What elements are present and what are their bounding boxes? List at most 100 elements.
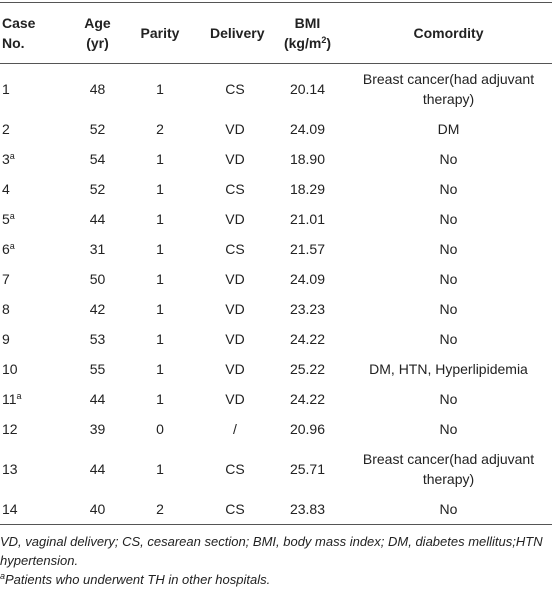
- table-cell: No: [345, 144, 552, 174]
- note-text: Patients who underwent TH in other hospi…: [5, 572, 271, 587]
- case-cell: 11a: [0, 384, 75, 414]
- cell-text: 23.83: [289, 501, 326, 517]
- table-cell: CS: [200, 234, 270, 264]
- table-cell: 52: [75, 114, 120, 144]
- cell-text: No: [439, 271, 458, 287]
- case-cell: 8: [0, 294, 75, 324]
- table-cell: 53: [75, 324, 120, 354]
- case-cell: 3a: [0, 144, 75, 174]
- cell-text: 0: [156, 421, 164, 437]
- table-cell: 2: [120, 114, 200, 144]
- case-cell: 9: [0, 324, 75, 354]
- table-cell: No: [345, 384, 552, 414]
- cell-text: 20.96: [289, 421, 326, 437]
- table-cell: 52: [75, 174, 120, 204]
- table-cell: 54: [75, 144, 120, 174]
- cell-text: VD: [225, 361, 245, 377]
- cell-text: VD: [225, 121, 245, 137]
- table-cell: Breast cancer(had adjuvant therapy): [345, 64, 552, 115]
- case-cell: 6a: [0, 234, 75, 264]
- case-number: 1: [2, 81, 10, 97]
- table-cell: 24.22: [270, 324, 345, 354]
- header-cell: Age (yr): [75, 2, 120, 64]
- table-cell: 42: [75, 294, 120, 324]
- header-text: Parity: [140, 25, 180, 41]
- table-cell: No: [345, 324, 552, 354]
- cell-text: 2: [156, 121, 164, 137]
- table-row: 7 50 1 VD 24.09 No: [0, 264, 552, 294]
- cell-text: 24.09: [289, 271, 326, 287]
- table-row: 6a 31 1 CS 21.57 No: [0, 234, 552, 264]
- cell-text: CS: [225, 241, 245, 257]
- table-cell: 1: [120, 384, 200, 414]
- cell-text: 1: [156, 181, 164, 197]
- case-number: 14: [2, 501, 18, 517]
- cell-text: DM, HTN, Hyperlipidemia: [369, 361, 528, 377]
- table-row: 9 53 1 VD 24.22 No: [0, 324, 552, 354]
- table-cell: 44: [75, 204, 120, 234]
- table-cell: 21.01: [270, 204, 345, 234]
- cell-text: 52: [89, 121, 106, 137]
- cell-text: 1: [156, 81, 164, 97]
- cell-text: 1: [156, 301, 164, 317]
- table-cell: No: [345, 494, 552, 525]
- cell-text: 18.29: [289, 181, 326, 197]
- table-cell: 48: [75, 64, 120, 115]
- cell-text: 31: [89, 241, 106, 257]
- header-text: Comordity: [413, 25, 484, 41]
- case-cell: 13: [0, 444, 75, 494]
- table-row: 1 48 1 CS 20.14 Breast cancer(had adjuvant th…: [0, 64, 552, 115]
- header-cell: Comordity: [345, 2, 552, 64]
- table-cell: 55: [75, 354, 120, 384]
- table-cell: 2: [120, 494, 200, 525]
- case-mark: a: [16, 391, 22, 401]
- header-cell: Delivery: [200, 2, 270, 64]
- cell-text: VD: [225, 391, 245, 407]
- cell-text: 52: [89, 181, 106, 197]
- note-mark: a: [0, 571, 6, 581]
- case-mark: a: [9, 151, 15, 161]
- cell-text: 42: [89, 301, 106, 317]
- header-cell: Parity: [120, 2, 200, 64]
- table-cell: 0: [120, 414, 200, 444]
- header-label: Case No.: [2, 13, 52, 53]
- cell-text: 50: [89, 271, 106, 287]
- case-cell: 1: [0, 64, 75, 115]
- cell-text: 1: [156, 271, 164, 287]
- table-cell: 1: [120, 444, 200, 494]
- table-cell: CS: [200, 174, 270, 204]
- cell-text: 21.57: [289, 241, 326, 257]
- table-row: 5a 44 1 VD 21.01 No: [0, 204, 552, 234]
- table-cell: 1: [120, 174, 200, 204]
- table-cell: 44: [75, 444, 120, 494]
- cell-text: No: [439, 501, 458, 517]
- table-cell: No: [345, 414, 552, 444]
- cell-text: 55: [89, 361, 106, 377]
- table-cell: VD: [200, 324, 270, 354]
- case-cell: 2: [0, 114, 75, 144]
- header-label: Age (yr): [75, 13, 120, 53]
- cell-text: VD: [225, 211, 245, 227]
- case-number: 7: [2, 271, 10, 287]
- table-cell: 21.57: [270, 234, 345, 264]
- table-cell: 1: [120, 264, 200, 294]
- case-number: 12: [2, 421, 18, 437]
- cell-text: 1: [156, 151, 164, 167]
- table-cell: 18.29: [270, 174, 345, 204]
- table-row: 11a 44 1 VD 24.22 No: [0, 384, 552, 414]
- cell-text: VD: [225, 151, 245, 167]
- table-cell: 24.09: [270, 114, 345, 144]
- header-text: BMI (kg/m: [283, 15, 322, 51]
- table-cell: VD: [200, 264, 270, 294]
- table-cell: VD: [200, 384, 270, 414]
- cell-text: No: [439, 301, 458, 317]
- table-cell: 23.83: [270, 494, 345, 525]
- cell-text: 1: [156, 361, 164, 377]
- table-cell: No: [345, 234, 552, 264]
- table-cell: 1: [120, 204, 200, 234]
- cell-text: /: [233, 421, 237, 437]
- cell-text: Breast cancer(had adjuvant therapy): [362, 71, 535, 107]
- case-number: 3: [2, 151, 10, 167]
- case-mark: a: [9, 241, 15, 251]
- table-cell: 1: [120, 234, 200, 264]
